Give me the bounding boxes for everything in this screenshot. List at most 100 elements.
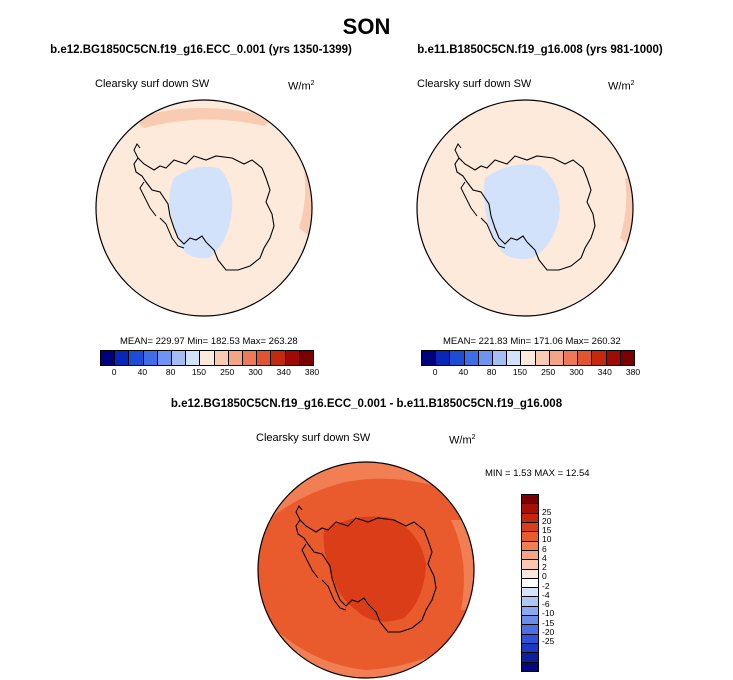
left-colorbar-swatch: [285, 351, 300, 365]
right-map-peninsula: [454, 143, 506, 249]
left-colorbar-swatch: [115, 351, 130, 365]
right-colorbar-swatch: [578, 351, 593, 365]
right-colorbar-swatch: [478, 351, 494, 365]
diff-colorbar-swatch: [522, 495, 538, 505]
right-colorbar-swatch: [422, 351, 437, 365]
figure-title: SON: [342, 14, 391, 39]
right-colorbar-swatch: [464, 351, 479, 365]
left-colorbar-swatch: [228, 351, 244, 365]
right-colorbar-swatch: [592, 351, 607, 365]
diff-colorbar-swatch: [522, 644, 538, 654]
left-colorbar-swatch: [200, 351, 215, 365]
diff-panel-stats: MIN = 1.53 MAX = 12.54: [485, 468, 590, 479]
left-colorbar-swatch: [157, 351, 173, 365]
diff-colorbar: [521, 494, 539, 672]
diff-panel-case-title: b.e12.BG1850C5CN.f19_g16.ECC_0.001 - b.e…: [170, 398, 563, 410]
left-colorbar-swatch: [172, 351, 187, 365]
diff-colorbar-tick-label: -4: [542, 589, 550, 600]
diff-colorbar-tick-label: -6: [542, 599, 550, 610]
left-colorbar-swatch: [243, 351, 258, 365]
diff-colorbar-swatch: [522, 504, 538, 514]
right-panel-case-title: b.e11.B1850C5CN.f19_g16.008 (yrs 981-100…: [417, 44, 663, 56]
diff-colorbar-swatch: [522, 616, 538, 626]
left-colorbar-tick-label: 40: [137, 367, 148, 377]
right-colorbar-ticks: 0 40 80 150 250 300 340 380: [421, 367, 640, 379]
diff-map-high-region: [323, 516, 426, 622]
left-colorbar-swatch: [299, 351, 314, 365]
diff-colorbar-swatch: [522, 550, 538, 561]
right-colorbar: [421, 350, 635, 366]
left-colorbar-tick-label: 300: [248, 367, 263, 377]
diff-colorbar-tick-label: 4: [542, 552, 547, 563]
left-colorbar-tick-label: 250: [220, 367, 235, 377]
left-colorbar-tick-label: 380: [304, 367, 320, 377]
left-map-coastline: [133, 155, 275, 271]
right-colorbar-swatch: [521, 351, 536, 365]
diff-colorbar-tick-label: 6: [542, 543, 547, 554]
right-colorbar-tick-label: 250: [541, 367, 556, 377]
left-colorbar-swatch: [143, 351, 158, 365]
diff-colorbar-swatch: [522, 625, 538, 635]
right-colorbar-tick-label: 340: [597, 367, 612, 377]
right-colorbar-tick-label: 0: [432, 367, 438, 377]
diff-colorbar-swatch: [522, 569, 538, 579]
right-map-coastline: [454, 155, 596, 271]
diff-colorbar-tick-label: -25: [542, 636, 555, 647]
diff-colorbar-swatch: [522, 653, 538, 663]
diff-colorbar-swatch: [522, 541, 538, 551]
diff-colorbar-tick-label: -2: [542, 580, 550, 591]
diff-map-coastline: [295, 517, 437, 633]
left-panel-units: W/m2: [288, 80, 315, 93]
diff-colorbar-swatch: [522, 606, 538, 617]
diff-colorbar-tick-label: -20: [542, 626, 555, 637]
diff-colorbar-swatch: [522, 513, 538, 523]
left-panel-stats: MEAN= 229.97 Min= 182.53 Max= 263.28: [120, 336, 298, 347]
left-colorbar-swatch: [101, 351, 116, 365]
left-colorbar-tick-label: 150: [191, 367, 207, 377]
diff-colorbar-swatch: [522, 634, 538, 644]
left-colorbar-tick-label: 0: [111, 367, 117, 377]
right-map-low-region: [484, 164, 560, 259]
left-map-low-region: [169, 166, 233, 259]
right-colorbar-tick-label: 380: [625, 367, 641, 377]
right-colorbar-swatch: [493, 351, 508, 365]
diff-colorbar-swatch: [522, 522, 538, 533]
right-panel-variable-label: Clearsky surf down SW: [417, 78, 532, 90]
left-colorbar-swatch: [257, 351, 272, 365]
diff-colorbar-swatch: [522, 560, 538, 570]
diff-colorbar-tick-label: 25: [542, 506, 552, 517]
diff-colorbar-swatch: [522, 578, 538, 589]
diff-colorbar-swatch: [522, 662, 538, 671]
diff-polar-map: [257, 461, 475, 679]
right-colorbar-tick-label: 300: [569, 367, 584, 377]
left-colorbar-tick-label: 340: [276, 367, 291, 377]
left-colorbar-swatch: [129, 351, 144, 365]
left-map-peninsula: [133, 143, 185, 249]
right-colorbar-swatch: [507, 351, 522, 365]
right-map-high-region: [620, 178, 633, 248]
diff-colorbar-swatch: [522, 597, 538, 607]
diff-colorbar-ticks: 25 20 15 10 6 4 2 0 -2 -4 -6 -10 -15 -20 -25: [542, 494, 572, 670]
left-panel-variable-label: Clearsky surf down SW: [95, 78, 210, 90]
diff-colorbar-tick-label: 15: [542, 525, 552, 536]
right-colorbar-swatch: [549, 351, 565, 365]
diff-colorbar-tick-label: 20: [542, 515, 552, 526]
right-colorbar-swatch: [620, 351, 635, 365]
right-colorbar-tick-label: 40: [458, 367, 469, 377]
left-map-high-region-east: [299, 173, 312, 238]
right-colorbar-swatch: [535, 351, 550, 365]
right-panel-units: W/m2: [608, 80, 635, 93]
diff-colorbar-swatch: [522, 588, 538, 598]
left-panel-case-title: b.e12.BG1850C5CN.f19_g16.ECC_0.001 (yrs …: [50, 44, 352, 56]
diff-panel-units: W/m2: [449, 434, 476, 447]
right-colorbar-swatch: [564, 351, 579, 365]
diff-colorbar-tick-label: 0: [542, 571, 547, 582]
diff-map-peninsula: [295, 505, 347, 611]
right-polar-map: [416, 99, 634, 317]
left-colorbar-swatch: [214, 351, 229, 365]
left-polar-map: [95, 99, 313, 317]
left-map-high-region: [134, 108, 274, 128]
left-colorbar: [100, 350, 314, 366]
right-colorbar-swatch: [450, 351, 465, 365]
left-colorbar-tick-label: 80: [165, 367, 176, 377]
